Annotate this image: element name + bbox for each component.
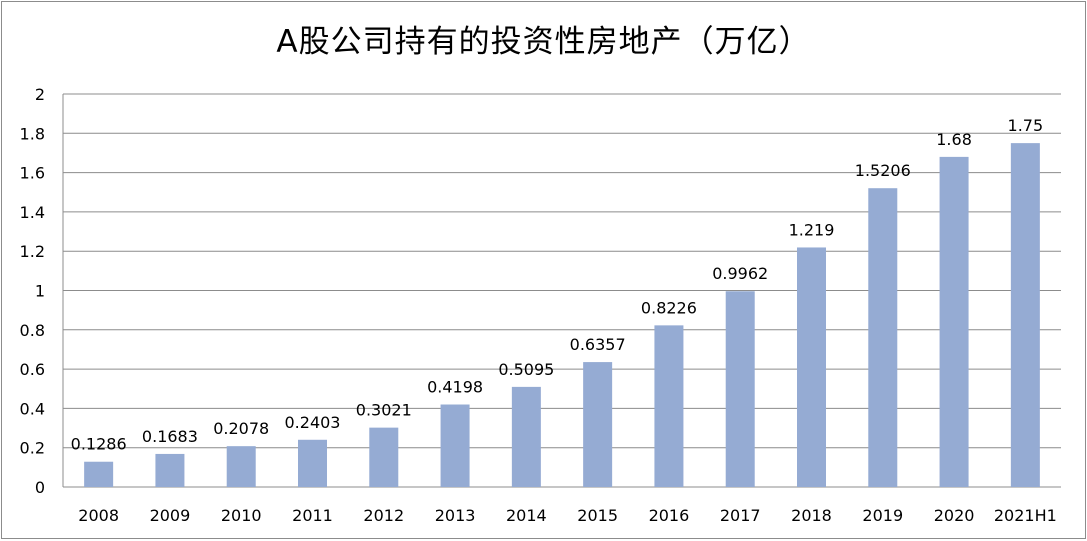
bars [84,143,1040,488]
data-label: 0.3021 [356,401,412,420]
bar [226,446,256,487]
x-tick-label: 2008 [78,506,119,525]
x-tick-label: 2010 [221,506,262,525]
bar [369,427,399,487]
y-tick-label: 1.2 [20,242,45,261]
bar [155,453,185,487]
y-tick-label: 0.4 [20,399,45,418]
data-label: 0.2403 [285,413,341,432]
bar [583,362,613,487]
x-tick-label: 2019 [862,506,903,525]
bar [1010,143,1040,487]
data-label: 1.68 [936,130,972,149]
bar [84,461,114,487]
x-tick-label: 2018 [791,506,832,525]
data-label: 1.5206 [855,161,911,180]
y-tick-label: 0.8 [20,321,45,340]
data-label: 0.6357 [570,335,626,354]
data-label: 0.8226 [641,298,697,317]
bar [797,247,826,487]
data-label: 0.2078 [213,419,269,438]
x-tick-label: 2009 [150,506,191,525]
y-tick-label: 1.4 [20,203,45,222]
y-tick-labels: 0 0.2 0.4 0.6 0.8 1 1.2 1.4 1.6 1.8 2 [20,85,45,497]
data-label: 0.1683 [142,427,198,446]
x-tick-label: 2013 [435,506,476,525]
y-tick-label: 2 [35,85,45,104]
chart-title: A股公司持有的投资性房地产（万亿） [276,24,811,60]
y-tick-label: 0.6 [20,360,45,379]
data-label: 0.4198 [427,378,483,397]
y-tick-label: 1.8 [20,124,45,143]
x-tick-label: 2014 [506,506,547,525]
grid-lines [63,93,1061,449]
x-tick-label: 2015 [577,506,618,525]
x-tick-label: 2011 [292,506,333,525]
data-label: 0.1286 [71,435,127,454]
x-tick-label: 2020 [934,506,975,525]
data-label: 1.75 [1008,116,1044,135]
y-tick-label: 0.2 [20,439,45,458]
y-tick-label: 1.6 [20,164,45,183]
bar [725,291,755,487]
bar [440,404,470,487]
x-tick-labels: 2008 2009 2010 2011 2012 2013 2014 2015 2016 2017… [78,506,1057,525]
data-label: 1.219 [789,220,835,239]
data-label: 0.9962 [712,264,768,283]
x-tick-label: 2012 [363,506,404,525]
bar [868,188,898,488]
y-tick-label: 0 [35,478,45,497]
y-tick-label: 1 [35,282,45,301]
x-tick-label: 2017 [720,506,761,525]
x-tick-label: 2016 [649,506,690,525]
bar [939,156,969,487]
data-label: 0.5095 [498,360,554,379]
x-tick-label: 2021H1 [994,506,1057,525]
bar [654,325,684,487]
bar [511,386,541,487]
data-labels: 0.1286 0.1683 0.2078 0.2403 0.3021 0.4198 0.50… [71,116,1044,454]
bar [298,439,327,487]
